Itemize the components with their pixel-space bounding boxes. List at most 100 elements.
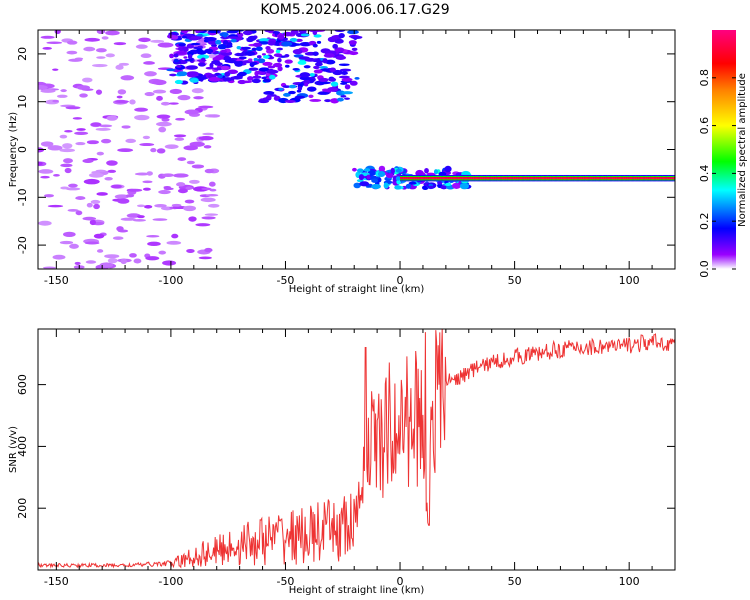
spectrogram-cell (219, 49, 228, 53)
spectrogram-cell (297, 86, 303, 91)
spectrogram-cell (84, 241, 100, 245)
spectrogram-cell (74, 261, 81, 266)
spectrogram-cell (89, 219, 96, 226)
spectrogram-cell (371, 183, 381, 190)
spectrogram-cell (166, 240, 182, 245)
spectrogram-cell (152, 218, 168, 221)
spectrogram-cell (282, 85, 291, 89)
spectrogram-cell (332, 43, 338, 49)
spectrogram-cell (177, 188, 188, 194)
spectrogram-cell (186, 65, 198, 70)
trace-cell (434, 177, 437, 179)
trace-cell (460, 177, 463, 179)
spectrogram-cell (156, 114, 171, 119)
spectrogram-cell (238, 56, 247, 60)
colorbar-gradient (712, 30, 736, 269)
spectrogram-cell (62, 143, 73, 149)
spectrogram-cell (95, 127, 111, 131)
spectrogram-cell (176, 182, 186, 187)
spectrogram-cell (322, 58, 328, 64)
spectrogram-cell (134, 172, 150, 176)
spectrogram-cell (283, 92, 291, 97)
spectrogram-cell (190, 36, 203, 39)
spectrogram-cell (142, 180, 153, 184)
spectrogram-cell (336, 97, 344, 102)
trace-cell (525, 177, 527, 179)
spectrogram-cell (59, 148, 75, 153)
spectrogram-cell (150, 148, 157, 153)
spectrogram-cell (207, 203, 220, 208)
trace-cell (507, 177, 509, 179)
spectrogram-cell (217, 75, 223, 79)
snr-ytick-label: 200 (16, 498, 29, 519)
spectrogram-cell (316, 40, 322, 44)
spectrogram-cell (366, 174, 371, 180)
spectrogram-cell (135, 44, 148, 49)
trace-cell (522, 177, 524, 179)
spectrogram-cell (363, 168, 371, 172)
spectrogram-cell (273, 62, 283, 68)
spectrogram-cell (177, 157, 187, 161)
spectrogram-cell (189, 78, 199, 83)
spectrogram-cell (143, 204, 153, 209)
spectrogram-cell (134, 114, 150, 121)
trace-cell (489, 177, 491, 179)
trace-cell (512, 177, 515, 179)
spectrogram-cell (162, 260, 177, 266)
trace-cell (600, 177, 603, 179)
trace-cell (554, 177, 556, 179)
spectrogram-cell (356, 168, 364, 173)
spectrogram-cell (76, 85, 90, 90)
spectrogram-cell (169, 73, 177, 77)
spectrogram-cell (183, 205, 197, 212)
spectrogram-cell (96, 151, 104, 156)
spectrogram-cell (174, 79, 183, 85)
spectrogram-cell (152, 89, 167, 94)
trace-cell (534, 177, 537, 179)
spectrogram-cell (196, 48, 203, 52)
spectrogram-cell (405, 183, 412, 189)
spectrogram-cell (95, 48, 107, 53)
spectrogram-cell (98, 124, 113, 128)
spectrogram-cell (208, 77, 221, 82)
trace-cell (508, 177, 511, 179)
spectrogram-xtick-label: -150 (44, 274, 69, 287)
spectrogram-cell (92, 63, 108, 68)
spectrogram-cell (263, 55, 270, 59)
trace-cell (552, 177, 555, 179)
trace-cell (526, 177, 529, 179)
spectrogram-cell (114, 194, 129, 199)
trace-cell (412, 177, 415, 179)
spectrogram-cell (112, 236, 124, 240)
spectrogram-cell (224, 71, 231, 77)
trace-cell (653, 177, 655, 179)
spectrogram-cell (377, 170, 386, 178)
spectrogram-cell (171, 203, 182, 207)
spectrogram-cell (204, 168, 214, 174)
spectrogram-cell (146, 171, 153, 176)
trace-cell (479, 177, 482, 179)
spectrogram-cell (222, 32, 228, 38)
spectrogram-cell (184, 109, 199, 115)
spectrogram-cell (191, 164, 205, 169)
trace-cell (533, 177, 535, 179)
trace-cell (538, 177, 541, 179)
trace-cell (455, 177, 457, 179)
snr-xtick-label: 100 (619, 575, 640, 588)
trace-cell (456, 177, 459, 179)
spectrogram-cell (213, 67, 224, 71)
spectrogram-ytick-label: -10 (16, 188, 29, 206)
spectrogram-cell (146, 234, 160, 238)
trace-cell (540, 177, 542, 179)
snr-panel: -150 -100 -50 0 50 100 200 400 600 Height of stra… (8, 328, 676, 596)
spectrogram-cell (186, 160, 195, 165)
spectrogram-cell (319, 81, 331, 85)
trace-cell (503, 177, 505, 179)
trace-cell (673, 177, 675, 179)
colorbar-tick-label: 0.4 (698, 165, 711, 183)
spectrogram-cell (198, 256, 212, 260)
spectrogram-cell (47, 204, 64, 208)
spectrogram-cell (246, 38, 254, 43)
trace-cell (441, 177, 443, 179)
spectrogram-cell (267, 65, 276, 69)
